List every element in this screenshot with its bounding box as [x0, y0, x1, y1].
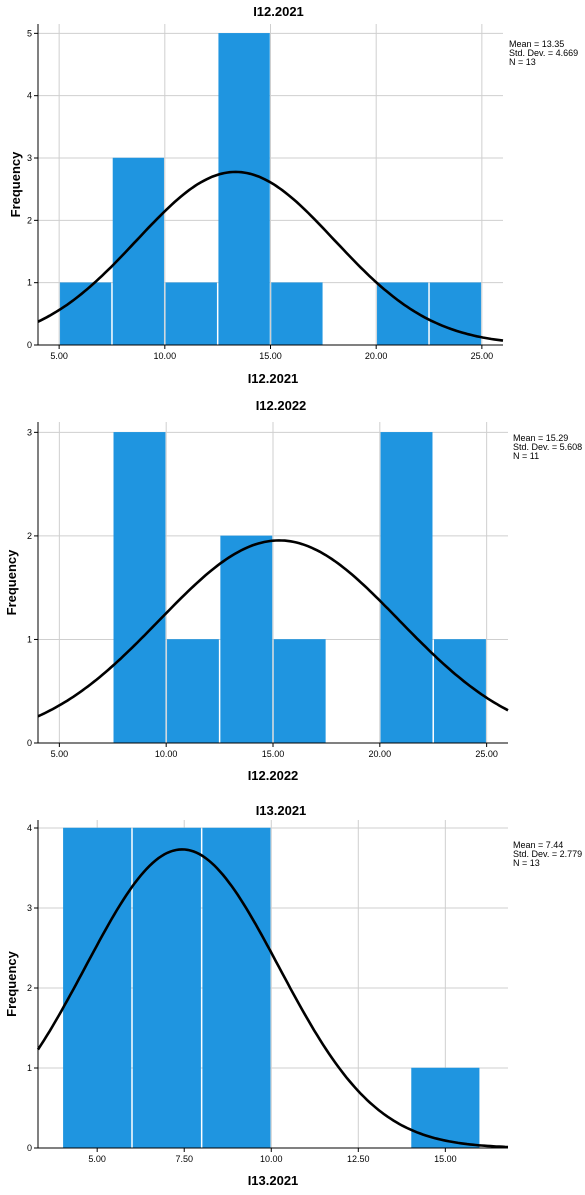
histogram-bar — [59, 282, 112, 346]
y-tick-label: 0 — [27, 340, 32, 350]
x-tick-label: 15.00 — [259, 351, 282, 361]
x-tick-label: 5.00 — [51, 749, 69, 759]
y-tick-label: 2 — [27, 215, 32, 225]
stats-label: Mean = 7.44 — [513, 840, 563, 850]
stats-label: Mean = 15.29 — [513, 433, 568, 443]
x-axis-title: I12.2021 — [248, 371, 299, 386]
y-tick-label: 3 — [27, 903, 32, 913]
y-tick-label: 3 — [27, 427, 32, 437]
y-tick-label: 2 — [27, 531, 32, 541]
normal-curve — [37, 539, 509, 718]
x-tick-label: 12.50 — [347, 1154, 370, 1164]
y-axis-title: Frequency — [8, 151, 23, 218]
x-axis-title: I13.2021 — [248, 1173, 299, 1188]
x-tick-label: 20.00 — [369, 749, 392, 759]
y-axis-title: Frequency — [4, 549, 19, 616]
y-axis-title: Frequency — [4, 950, 19, 1017]
y-tick-label: 4 — [27, 91, 32, 101]
x-tick-label: 5.00 — [50, 351, 68, 361]
chart-title: I13.2021 — [256, 803, 307, 818]
chart-title: I12.2021 — [253, 4, 304, 19]
stats-label: Std. Dev. = 5.608 — [513, 442, 582, 452]
histogram-bar — [411, 1067, 480, 1149]
stats-label: Std. Dev. = 2.779 — [513, 849, 582, 859]
y-tick-label: 2 — [27, 983, 32, 993]
histogram-bar — [218, 33, 270, 346]
x-axis-title: I12.2022 — [248, 768, 299, 783]
stats-label: Mean = 13.35 — [509, 39, 564, 49]
histogram-bar — [220, 535, 273, 744]
x-tick-label: 25.00 — [475, 749, 498, 759]
stats-label: Std. Dev. = 4.669 — [509, 48, 578, 58]
y-tick-label: 1 — [27, 278, 32, 288]
normal-curve — [36, 848, 509, 1149]
histogram-bar — [380, 432, 433, 744]
x-tick-label: 5.00 — [88, 1154, 106, 1164]
chart-title: I12.2022 — [256, 398, 307, 413]
stats-label: N = 13 — [509, 57, 536, 67]
histogram-bar — [166, 639, 219, 744]
x-tick-label: 7.50 — [175, 1154, 193, 1164]
y-tick-label: 5 — [27, 28, 32, 38]
y-tick-label: 0 — [27, 1143, 32, 1153]
x-tick-label: 25.00 — [471, 351, 494, 361]
x-tick-label: 10.00 — [260, 1154, 283, 1164]
histogram-bar — [273, 639, 326, 744]
stats-label: N = 13 — [513, 858, 540, 868]
y-tick-label: 0 — [27, 738, 32, 748]
histogram-bar — [202, 827, 271, 1149]
x-tick-label: 20.00 — [365, 351, 388, 361]
histogram-panel-1: 0 1 2 3 4 5 5.00 10.00 15.00 20.00 25.00 I12.2021 I1… — [8, 4, 578, 386]
x-tick-label: 15.00 — [434, 1154, 457, 1164]
y-tick-label: 4 — [27, 823, 32, 833]
y-tick-label: 1 — [27, 634, 32, 644]
y-tick-label: 3 — [27, 153, 32, 163]
histogram-bar — [132, 827, 201, 1149]
y-tick-label: 1 — [27, 1063, 32, 1073]
x-tick-label: 10.00 — [155, 749, 178, 759]
histogram-panel-3: 0 1 2 3 4 5.00 7.50 10.00 12.50 15.00 I13.2021 I13.… — [4, 803, 582, 1188]
normal-curve — [37, 170, 504, 342]
histogram-panel-2: 0 1 2 3 5.00 10.00 15.00 20.00 25.00 I12.2022 I12.… — [4, 398, 582, 783]
x-tick-label: 15.00 — [262, 749, 285, 759]
x-tick-label: 10.00 — [154, 351, 177, 361]
histogram-bar — [112, 157, 165, 346]
histogram-bar — [165, 282, 217, 346]
histogram-bar — [271, 282, 323, 346]
stats-label: N = 11 — [513, 451, 539, 461]
histogram-bar — [113, 432, 166, 744]
